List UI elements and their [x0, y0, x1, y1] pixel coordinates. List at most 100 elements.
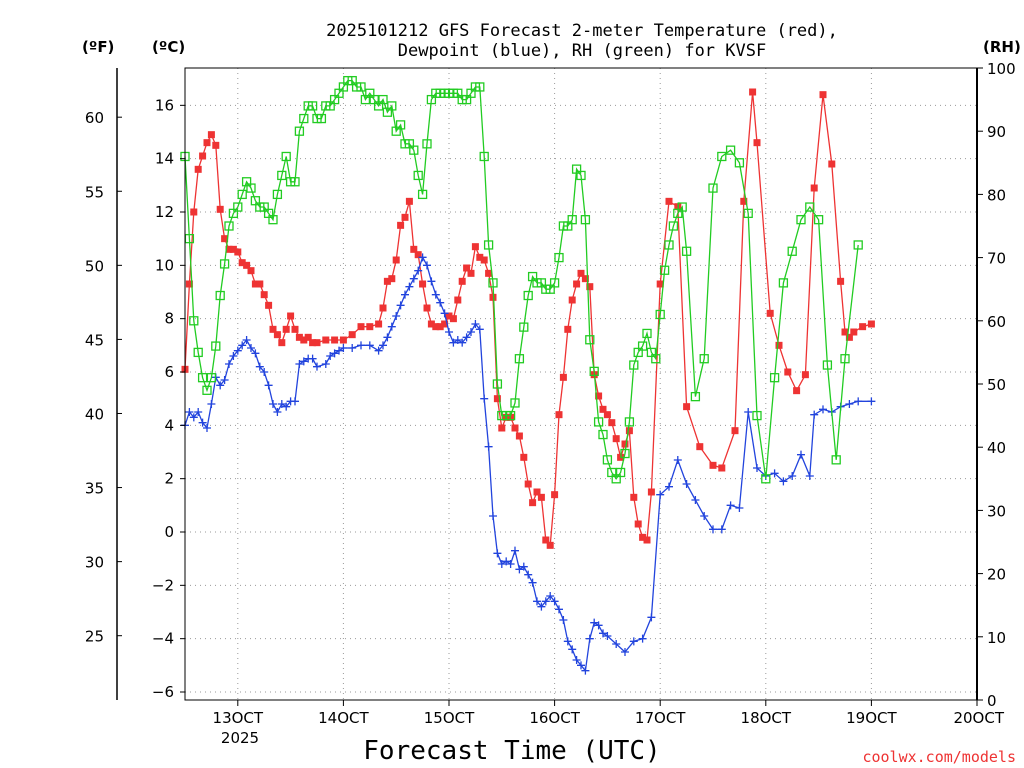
rh-point — [211, 341, 221, 351]
dewpoint-point — [449, 338, 458, 347]
dewpoint-point — [577, 661, 585, 670]
dewpoint-point — [709, 525, 717, 534]
rh-point — [743, 208, 753, 219]
temperature-point — [203, 139, 211, 147]
dewpoint-point — [506, 560, 515, 568]
temperature-point — [718, 464, 726, 472]
rh-point — [681, 246, 692, 256]
dewpoint-point — [242, 336, 251, 344]
rh-point — [677, 202, 687, 212]
dewpoint-point — [550, 597, 559, 606]
rh-point — [598, 429, 608, 440]
dewpoint-point — [497, 560, 506, 568]
dewpoint-point — [225, 360, 233, 368]
rh-point — [580, 215, 591, 225]
temperature-point — [471, 243, 479, 251]
celsius-tick-label: −6 — [152, 683, 174, 701]
temperature-point — [229, 245, 237, 253]
temperature-point — [577, 269, 585, 277]
rh-point — [206, 373, 217, 383]
dewpoint-point — [502, 557, 511, 566]
series-line-dewpoint — [184, 255, 872, 673]
fahrenheit-tick-label: 30 — [85, 554, 104, 572]
temperature-point — [511, 424, 519, 432]
temperature-point — [775, 341, 783, 349]
dewpoint-point — [326, 352, 335, 360]
dewpoint-point — [229, 352, 238, 360]
credit-text: coolwx.com/models — [862, 748, 1016, 766]
dewpoint-point — [427, 277, 436, 286]
temperature-point — [766, 309, 774, 317]
celsius-tick-label: 16 — [155, 96, 174, 114]
temperature-point — [819, 91, 827, 99]
x-tick-label: 17OCT — [635, 709, 686, 727]
temperature-point — [515, 432, 523, 440]
temperature-point — [749, 88, 757, 96]
dewpoint-point — [559, 616, 568, 624]
dewpoint-point — [717, 525, 726, 534]
rh-point — [717, 151, 727, 162]
dewpoint-point — [656, 490, 665, 499]
temperature-point — [427, 320, 435, 328]
dewpoint-point — [264, 381, 273, 390]
temperature-point — [339, 336, 347, 344]
gridlines — [185, 68, 978, 700]
rh-point — [554, 252, 564, 263]
dewpoint-point — [453, 336, 462, 344]
temperature-point — [304, 333, 312, 341]
dewpoint-point — [357, 341, 365, 350]
dewpoint-point — [647, 613, 656, 622]
fahrenheit-tick-label: 25 — [85, 628, 104, 646]
dewpoint-point — [744, 408, 753, 416]
rh-tick-label: 100 — [987, 60, 1016, 78]
fahrenheit-tick-label: 50 — [85, 257, 104, 275]
temperature-point — [753, 139, 761, 147]
dewpoint-point — [511, 546, 519, 555]
fahrenheit-tick-label: 55 — [85, 183, 104, 201]
dewpoint-point — [247, 344, 255, 352]
temperature-point — [366, 323, 374, 331]
dewpoint-point — [700, 512, 709, 520]
dewpoint-point — [409, 274, 418, 283]
chart-title-line1: 2025101212 GFS Forecast 2-meter Temperat… — [326, 21, 838, 41]
rh-point — [734, 158, 745, 168]
temperature-point — [260, 291, 268, 299]
rh-point — [246, 183, 256, 193]
celsius-tick-label: 10 — [155, 256, 174, 274]
dewpoint-point — [308, 354, 317, 363]
temperature-point — [256, 280, 264, 288]
rh-point — [237, 189, 247, 200]
temperature-point — [295, 333, 303, 341]
temperature-point — [837, 277, 845, 285]
rh-point — [395, 120, 406, 130]
dewpoint-point — [401, 290, 409, 299]
dewpoint-point — [621, 648, 629, 656]
dewpoint-point — [475, 325, 484, 334]
temperature-point — [643, 536, 651, 544]
x-tick-label: 15OCT — [424, 709, 475, 727]
temperature-point — [859, 323, 867, 331]
dewpoint-point — [805, 472, 814, 480]
dewpoint-point — [365, 341, 374, 350]
temperature-point — [454, 296, 462, 304]
rh-point — [299, 113, 309, 124]
temperature-point — [709, 461, 717, 469]
temperature-point — [498, 424, 506, 432]
dewpoint-point — [321, 360, 330, 368]
rh-point — [699, 354, 709, 364]
dewpoint-point — [691, 496, 700, 504]
temperature-point — [190, 208, 198, 216]
dewpoint-point — [753, 464, 761, 472]
dewpoint-point — [585, 634, 594, 643]
rh-point — [272, 189, 283, 200]
rh-point — [664, 240, 674, 250]
dewpoint-point — [515, 565, 524, 574]
temperature-point — [357, 323, 365, 331]
celsius-tick-label: 4 — [164, 416, 174, 434]
rh-point — [519, 322, 529, 332]
rh-point — [409, 145, 419, 155]
dewpoint-point — [335, 346, 343, 355]
dewpoint-point — [735, 504, 744, 512]
dewpoint-point — [269, 400, 277, 408]
series-line-rh — [184, 79, 859, 480]
